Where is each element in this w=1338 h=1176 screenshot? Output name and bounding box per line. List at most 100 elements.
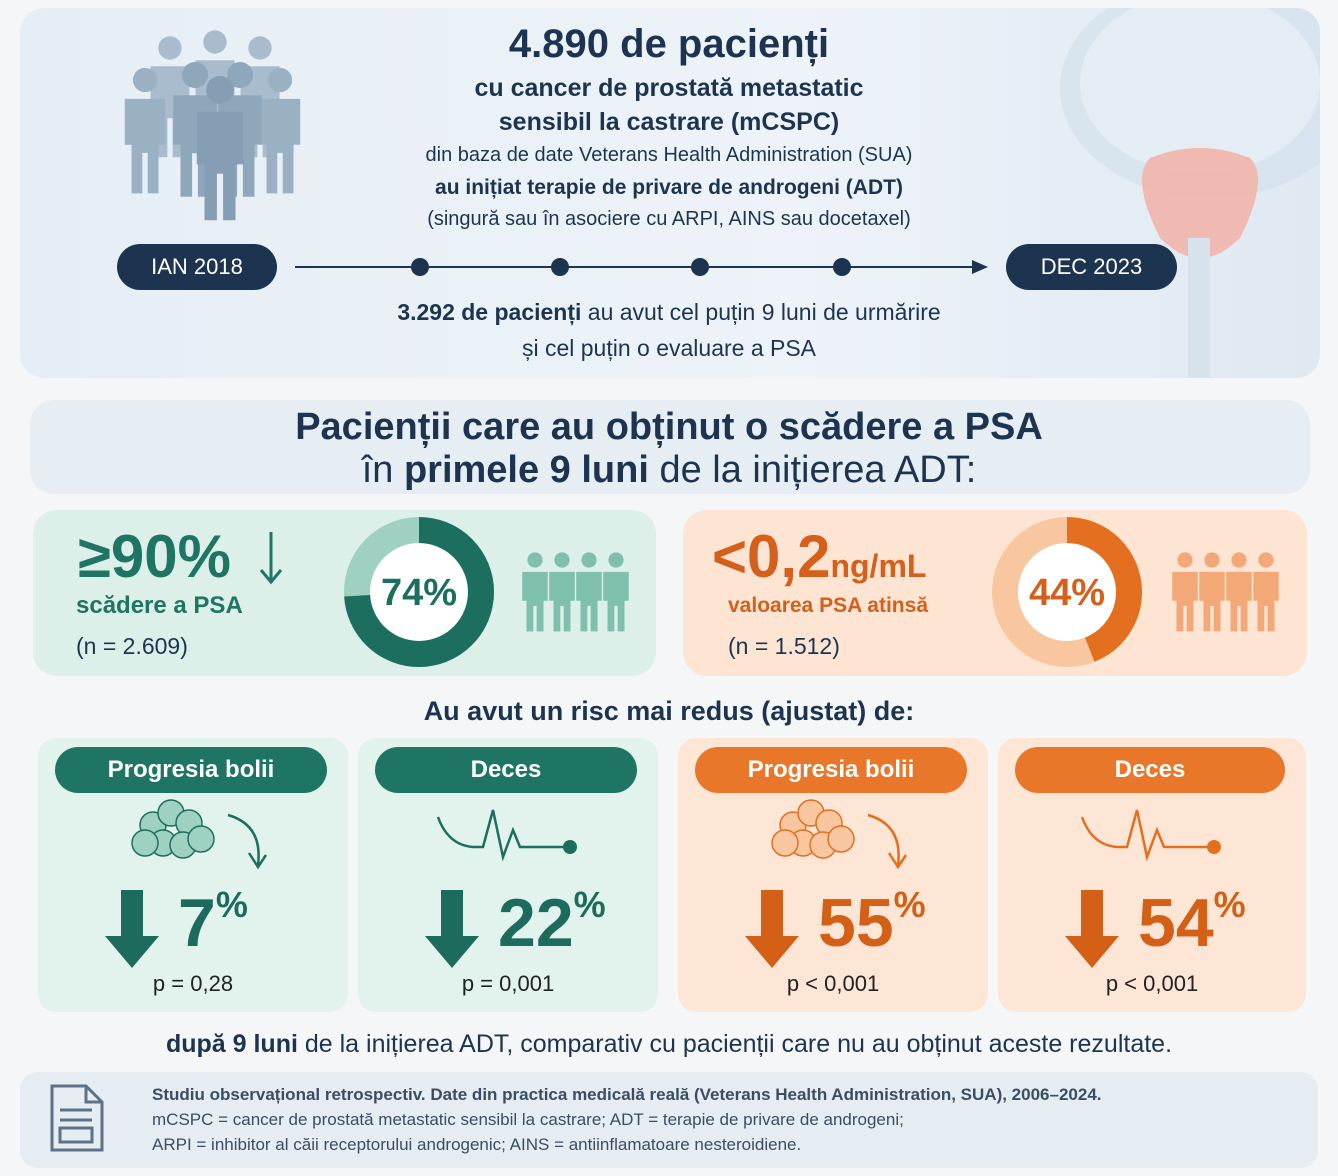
text-bold: primele 9 luni: [403, 449, 649, 491]
risk-icon: [131, 799, 268, 870]
person-icon: [1226, 552, 1252, 632]
psa-n: (n = 1.512): [728, 633, 840, 659]
person-body: [1253, 571, 1279, 632]
people-icons: [522, 552, 1279, 632]
donut-layer: 74% 44%: [344, 517, 1142, 667]
donut-arc: [344, 517, 494, 667]
cell: [771, 829, 799, 857]
person-head: [608, 552, 624, 568]
comparison: după 9 luni de la inițierea ADT, compara…: [0, 1030, 1338, 1059]
risk-reduction: 7%: [178, 884, 248, 962]
down-arrow: [259, 532, 283, 585]
person-icon: [1172, 552, 1198, 632]
header-subtitle: cu cancer de prostată metastatic: [474, 74, 864, 102]
person-head: [1258, 552, 1274, 568]
person-head: [1177, 552, 1193, 568]
ecg-dot: [1207, 840, 1221, 854]
person-head: [554, 552, 570, 568]
psa-unit: ng/mL: [830, 548, 927, 584]
header-note: (singură sau în asociere cu ARPI, AINS s…: [427, 208, 911, 230]
trend-arrow: [867, 813, 908, 870]
reduction-unit: %: [573, 884, 606, 925]
ecg-line: [436, 809, 568, 862]
comparison-text: de la inițierea ADT, comparativ cu pacie…: [297, 1030, 1173, 1058]
footnote-line: mCSPC = cancer de prostată metastatic se…: [152, 1110, 904, 1129]
person-body: [259, 98, 301, 194]
person-body: [1226, 571, 1252, 632]
person-body: [196, 111, 244, 221]
risk-reduction: 54%: [1138, 884, 1246, 962]
down-arrow: [745, 890, 799, 968]
arrow-shape: [745, 890, 799, 968]
risk-icon: [1080, 809, 1221, 862]
donut-label: 74%: [381, 572, 457, 614]
psa-headline: ≥90%: [78, 523, 232, 590]
section-title: Pacienții care au obținut o scădere a PS…: [295, 406, 1043, 448]
person-head: [1204, 552, 1220, 568]
header-source: din baza de date Veterans Health Adminis…: [425, 144, 913, 166]
person-icon: [522, 552, 548, 632]
header-title: 4.890 de pacienți: [508, 22, 830, 66]
person-body: [522, 571, 548, 632]
arrow-shape: [105, 890, 159, 968]
risk-icon: [771, 799, 908, 870]
reduction-unit: %: [215, 884, 248, 925]
footnote-panel: [20, 1072, 1318, 1168]
section-title-panel: [30, 400, 1310, 494]
risk-label: Deces: [1015, 747, 1285, 793]
section-title-line2: în primele 9 luni de la inițierea ADT:: [0, 449, 1338, 492]
person-icon: [124, 67, 166, 194]
cell: [131, 829, 159, 857]
person-head: [527, 552, 543, 568]
p-value: p < 0,001: [786, 971, 880, 996]
prostate-illustration: [1060, 8, 1320, 378]
followup-line2: și cel puțin o evaluare a PSA: [521, 335, 817, 361]
person-body: [576, 571, 602, 632]
person-head: [203, 30, 227, 54]
psa-n: (n = 2.609): [76, 633, 188, 659]
timeline: [295, 258, 988, 276]
reduction-value: 55: [818, 885, 894, 961]
person-icon: [259, 67, 301, 194]
psa-description: valoarea PSA atinsă: [728, 594, 928, 617]
risk-label: Deces: [375, 747, 637, 793]
timeline-start: IAN 2018: [117, 244, 277, 290]
person-head: [132, 67, 158, 93]
psa-headline: <0,2ng/mL: [712, 522, 926, 591]
person-head: [158, 36, 182, 60]
person-icon: [1253, 552, 1279, 632]
risk-heading: Au avut un risc mai redus (ajustat) de:: [423, 696, 915, 726]
down-arrow: [105, 890, 159, 968]
person-head: [206, 76, 234, 104]
patients-icon: [124, 30, 301, 221]
arrow-shape: [1065, 890, 1119, 968]
psa-description: scădere a PSA: [76, 592, 243, 619]
person-head: [1231, 552, 1247, 568]
footnote-line: Studiu observațional retrospectiv. Date …: [152, 1085, 1102, 1104]
person-head: [181, 61, 209, 89]
document-icon: [50, 1084, 104, 1152]
p-value: p = 0,001: [461, 971, 555, 996]
risk-reduction: 22%: [498, 884, 606, 962]
down-arrow: [1065, 890, 1119, 968]
timeline-end: DEC 2023: [1006, 244, 1177, 290]
followup: 3.292 de pacienți au avut cel puțin 9 lu…: [0, 299, 1338, 326]
reduction-value: 22: [498, 885, 574, 961]
followup-text: au avut cel puțin 9 luni de urmărire: [581, 299, 941, 325]
cell: [827, 825, 855, 853]
risk-reduction: 55%: [818, 884, 926, 962]
comparison-bold: după 9 luni: [165, 1030, 298, 1058]
header-initiation: au inițiat terapie de privare de androge…: [435, 176, 903, 199]
person-head: [581, 552, 597, 568]
reduction-value: 7: [178, 885, 216, 961]
person-head: [248, 36, 272, 60]
donut-label: 44%: [1029, 572, 1105, 614]
person-body: [1172, 571, 1198, 632]
footnote-line: ARPI = inhibitor al căii receptorului an…: [152, 1135, 802, 1154]
risk-icon: [436, 809, 577, 862]
p-value: p < 0,001: [1105, 971, 1199, 996]
psa-value: <0,2: [712, 523, 831, 590]
person-icon: [576, 552, 602, 632]
text: de la inițierea ADT:: [648, 449, 977, 491]
risk-label: Progresia bolii: [695, 747, 967, 793]
